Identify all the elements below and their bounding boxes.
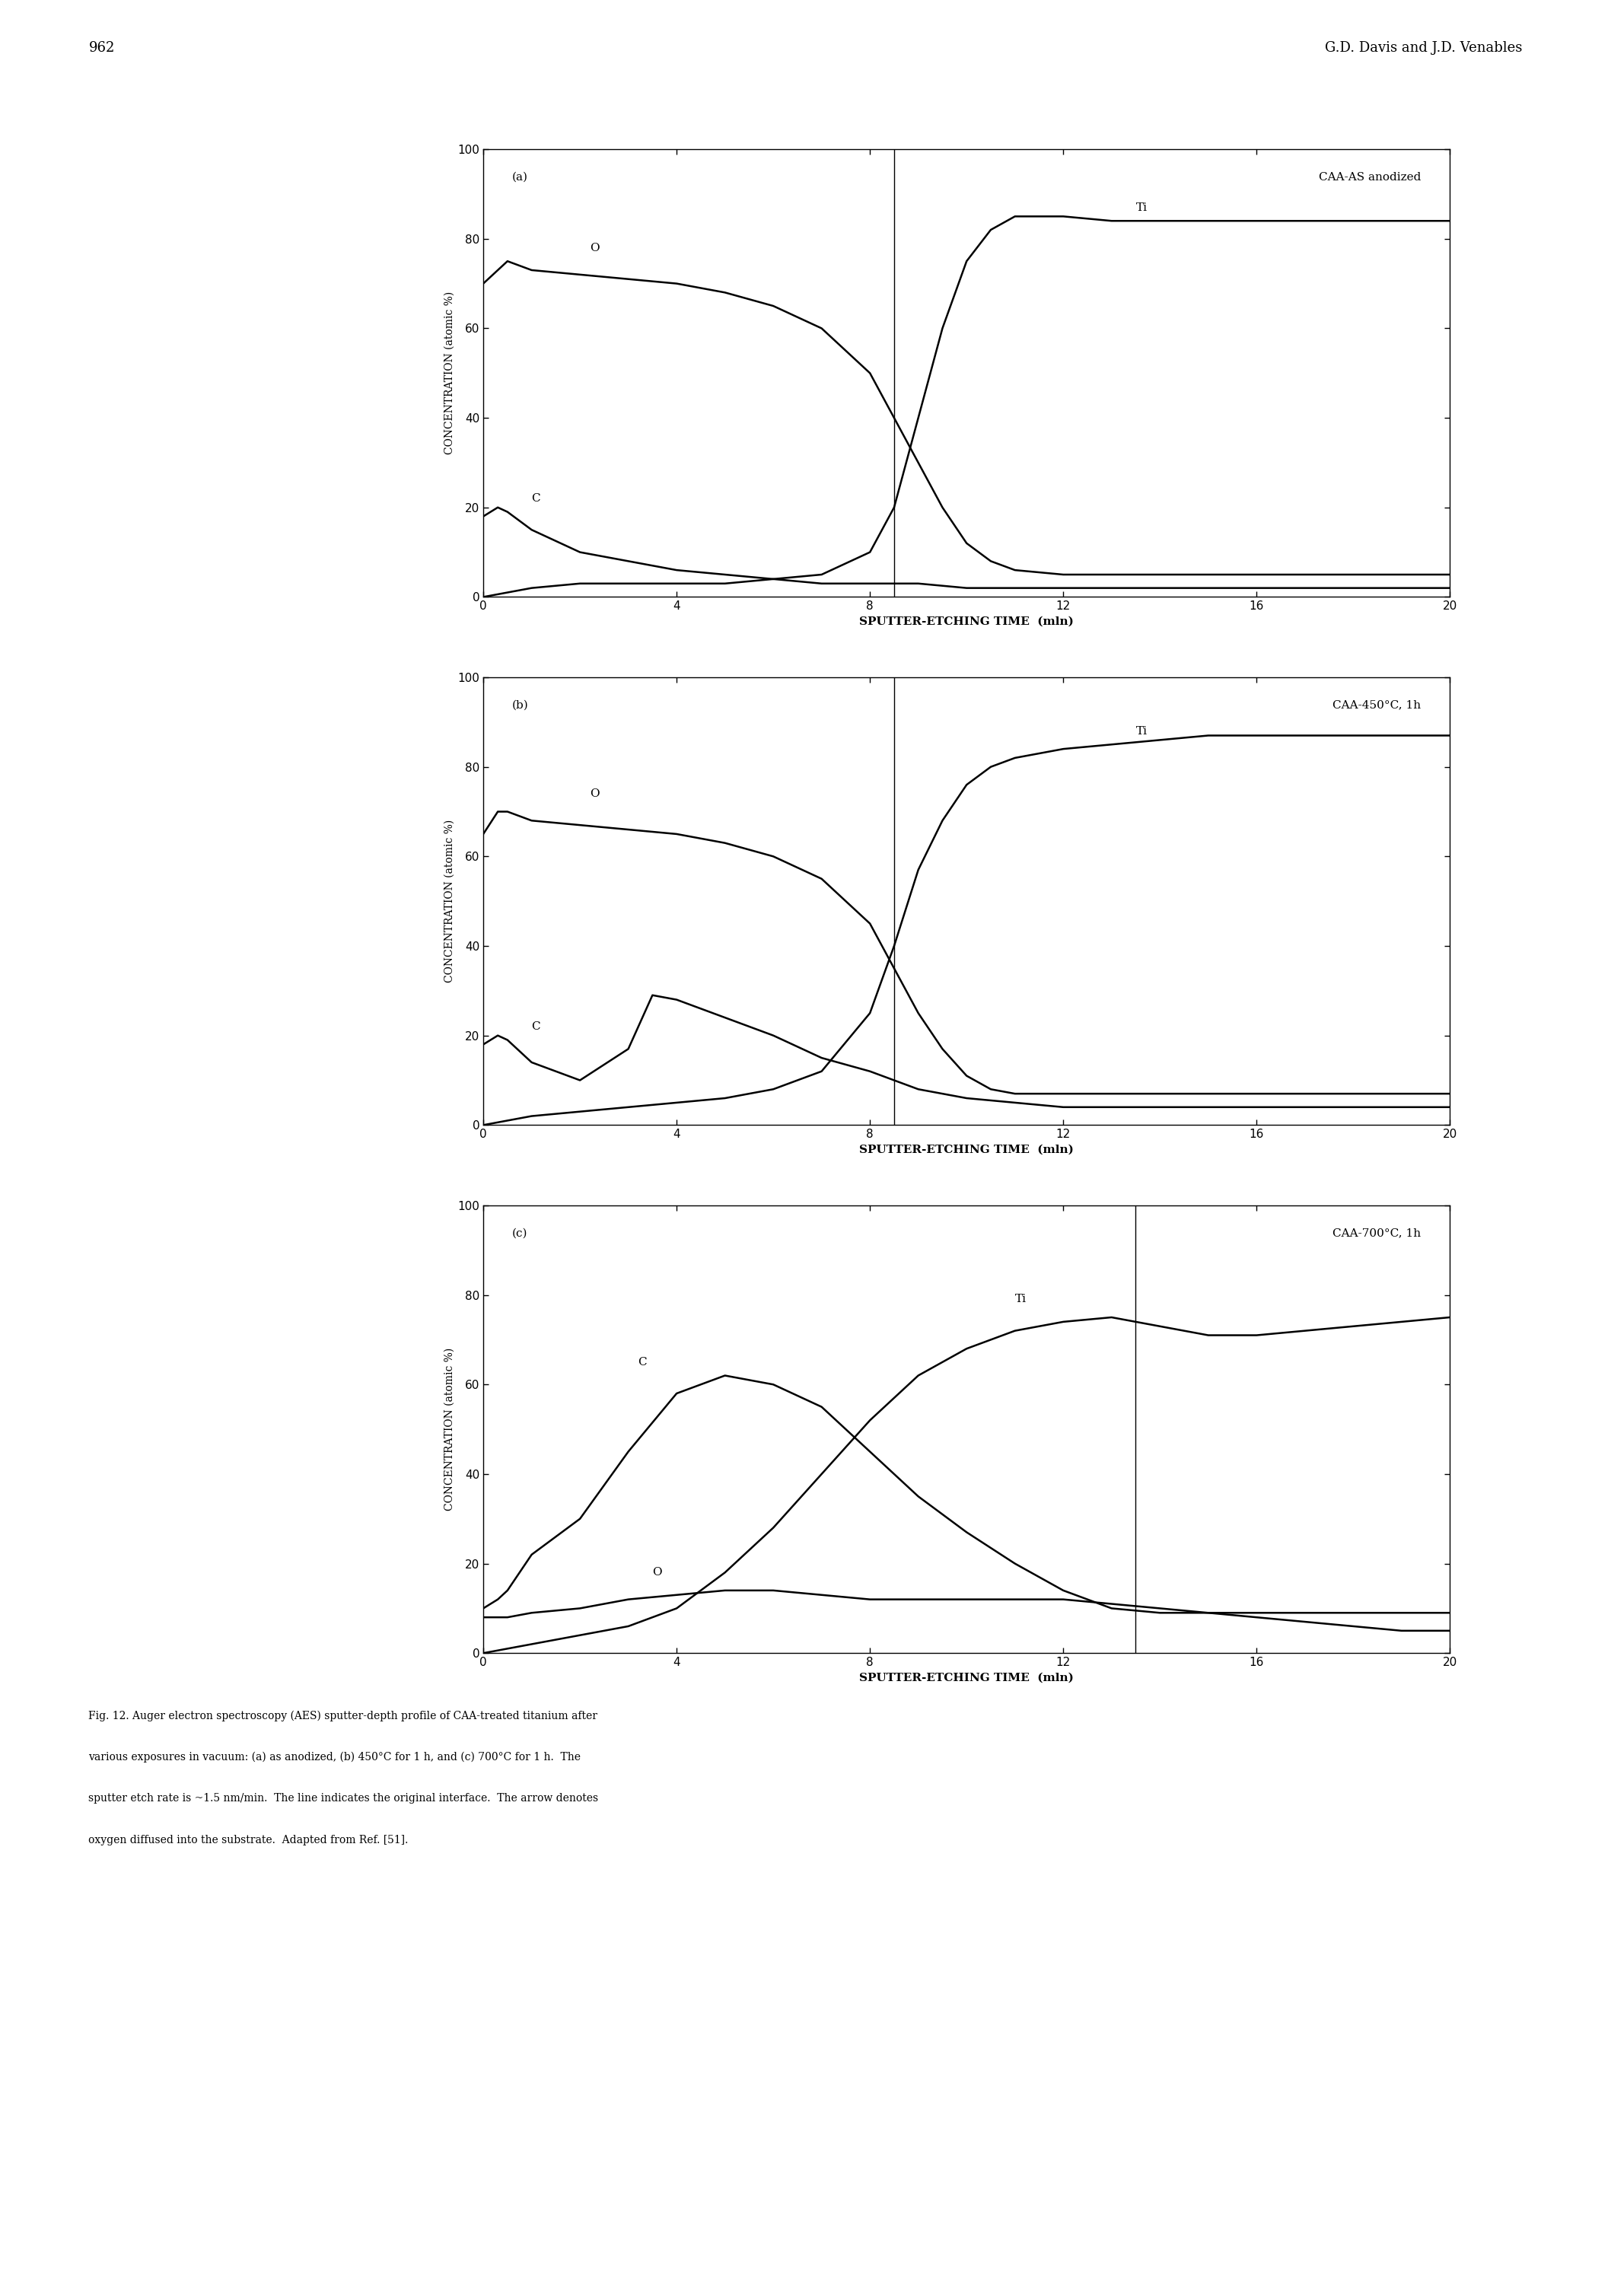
Text: O: O	[590, 788, 599, 799]
Text: (a): (a)	[512, 172, 528, 181]
Text: Ti: Ti	[1136, 726, 1147, 737]
Text: oxygen diffused into the substrate.  Adapted from Ref. [51].: oxygen diffused into the substrate. Adap…	[89, 1835, 409, 1846]
X-axis label: SPUTTER-ETCHING TIME  (mln): SPUTTER-ETCHING TIME (mln)	[859, 615, 1075, 627]
Text: (b): (b)	[512, 700, 528, 709]
Text: Ti: Ti	[1015, 1295, 1026, 1304]
Y-axis label: CONCENTRATION (atomic %): CONCENTRATION (atomic %)	[443, 1348, 454, 1511]
Text: CAA-450°C, 1h: CAA-450°C, 1h	[1332, 700, 1421, 709]
X-axis label: SPUTTER-ETCHING TIME  (mln): SPUTTER-ETCHING TIME (mln)	[859, 1143, 1075, 1155]
Text: CAA-AS anodized: CAA-AS anodized	[1319, 172, 1421, 181]
Y-axis label: CONCENTRATION (atomic %): CONCENTRATION (atomic %)	[443, 292, 454, 455]
Text: C: C	[532, 494, 540, 503]
Text: 962: 962	[89, 41, 114, 55]
Text: O: O	[590, 243, 599, 253]
Text: O: O	[652, 1568, 662, 1577]
Y-axis label: CONCENTRATION (atomic %): CONCENTRATION (atomic %)	[443, 820, 454, 983]
Text: G.D. Davis and J.D. Venables: G.D. Davis and J.D. Venables	[1324, 41, 1522, 55]
Text: (c): (c)	[512, 1228, 528, 1238]
Text: Fig. 12. Auger electron spectroscopy (AES) sputter-depth profile of CAA-treated : Fig. 12. Auger electron spectroscopy (AE…	[89, 1711, 598, 1722]
Text: Ti: Ti	[1136, 202, 1147, 214]
X-axis label: SPUTTER-ETCHING TIME  (mln): SPUTTER-ETCHING TIME (mln)	[859, 1671, 1075, 1683]
Text: CAA-700°C, 1h: CAA-700°C, 1h	[1332, 1228, 1421, 1238]
Text: sputter etch rate is ~1.5 nm/min.  The line indicates the original interface.  T: sputter etch rate is ~1.5 nm/min. The li…	[89, 1793, 599, 1805]
Text: various exposures in vacuum: (a) as anodized, (b) 450°C for 1 h, and (c) 700°C f: various exposures in vacuum: (a) as anod…	[89, 1752, 582, 1763]
Text: C: C	[532, 1022, 540, 1031]
Text: C: C	[638, 1357, 646, 1368]
